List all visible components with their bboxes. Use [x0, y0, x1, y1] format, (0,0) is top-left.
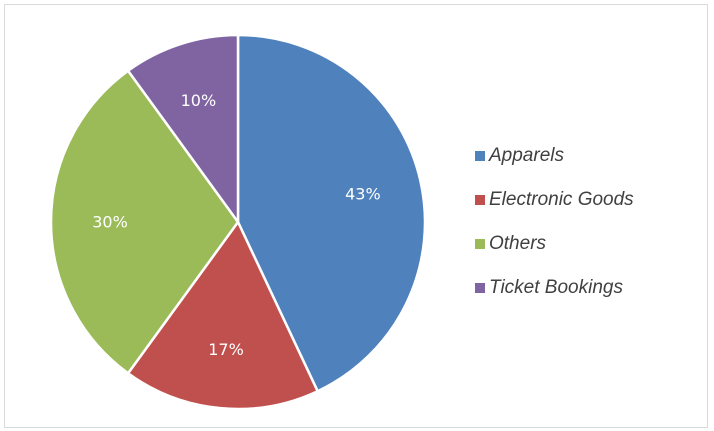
- legend-item-electronic-goods: Electronic Goods: [475, 189, 634, 211]
- data-label-electronic-goods: 17%: [208, 340, 244, 359]
- legend-swatch-apparels: [475, 151, 485, 161]
- legend-swatch-electronic-goods: [475, 195, 485, 205]
- data-label-others: 30%: [92, 213, 128, 232]
- pie-data-labels: 43% 17% 30% 10%: [92, 91, 380, 359]
- legend-label-electronic-goods: Electronic Goods: [489, 189, 634, 210]
- pie-chart: 43% 17% 30% 10%: [49, 33, 427, 411]
- data-label-apparels: 43%: [345, 185, 381, 204]
- legend-item-ticket-bookings: Ticket Bookings: [475, 277, 634, 299]
- legend: Apparels Electronic Goods Others Ticket …: [475, 145, 634, 321]
- pie-slice-ticket-bookings: [126, 33, 240, 224]
- pie-slice-electronic-goods: [126, 220, 319, 411]
- pie-slice-others: [49, 69, 240, 375]
- chart-area: 43% 17% 30% 10% Apparels Electronic Goods O…: [4, 4, 708, 428]
- legend-item-apparels: Apparels: [475, 145, 634, 167]
- legend-label-others: Others: [489, 233, 547, 254]
- legend-item-others: Others: [475, 233, 634, 255]
- legend-swatch-others: [475, 239, 485, 249]
- data-label-ticket-bookings: 10%: [181, 91, 217, 110]
- legend-label-apparels: Apparels: [489, 145, 564, 166]
- pie-slices: [49, 33, 427, 411]
- pie-slice-apparels: [236, 33, 427, 393]
- legend-swatch-ticket-bookings: [475, 283, 485, 293]
- legend-label-ticket-bookings: Ticket Bookings: [489, 277, 623, 298]
